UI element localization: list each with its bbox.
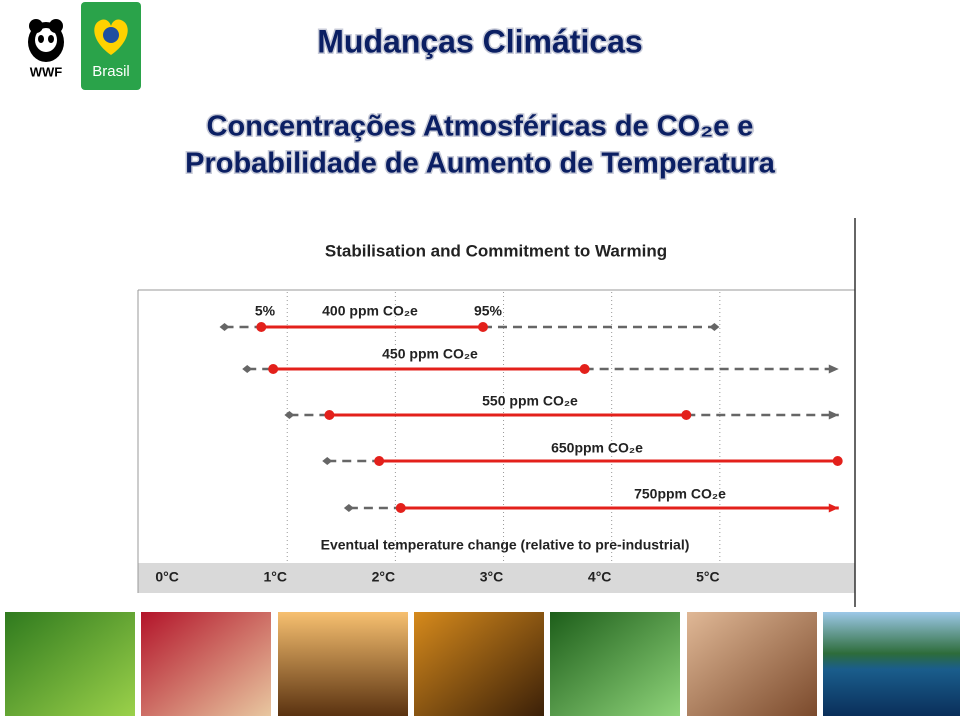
high-label: 95%: [474, 303, 503, 319]
range-end: [324, 410, 335, 420]
slide-title: Mudanças Climáticas: [317, 23, 642, 59]
range-end: [268, 364, 279, 374]
series-label: 750ppm CO₂e: [634, 486, 726, 502]
photo: [141, 612, 271, 716]
photo: [414, 612, 544, 716]
plot: 0°C 1°C 2°C 3°C 4°C 5°C 400 ppm CO₂e 450 ppm CO…: [155, 292, 843, 585]
low-label: 5%: [255, 303, 276, 319]
brasil-logo: Brasil: [81, 2, 141, 90]
subtitle: Concentrações Atmosféricas de CO₂e e: [207, 111, 754, 143]
range-end: [395, 503, 406, 513]
range-end: [832, 456, 843, 466]
arrow-head: [828, 364, 839, 374]
arrow-head: [828, 410, 839, 420]
extent-marker: [343, 504, 354, 512]
series-label: 400 ppm CO₂e: [322, 303, 418, 319]
photo: [550, 612, 680, 716]
photo: [823, 612, 960, 716]
photo-strip: [5, 612, 960, 716]
x-tick-label: 3°C: [480, 569, 504, 585]
range-end: [374, 456, 385, 466]
x-axis-label: Eventual temperature change (relative to…: [321, 537, 690, 553]
series-label: 550 ppm CO₂e: [482, 393, 578, 409]
extent-marker: [322, 457, 333, 465]
x-tick-label: 4°C: [588, 569, 612, 585]
extent-marker: [284, 411, 295, 419]
x-tick-label: 5°C: [696, 569, 720, 585]
photo: [5, 612, 135, 716]
photo: [687, 612, 817, 716]
range-end: [579, 364, 590, 374]
x-tick-label: 2°C: [372, 569, 396, 585]
extent-marker: [242, 365, 253, 373]
photo: [278, 612, 408, 716]
series-label: 450 ppm CO₂e: [382, 346, 478, 362]
subtitle: Probabilidade de Aumento de Temperatura: [185, 148, 776, 180]
wwf-logo: WWF: [28, 19, 64, 79]
series-label: 650ppm CO₂e: [551, 440, 643, 456]
extent-marker: [219, 323, 230, 331]
arrow-head: [828, 503, 839, 513]
range-end: [477, 322, 488, 332]
chart-title: Stabilisation and Commitment to Warming: [325, 241, 667, 260]
range-end: [256, 322, 267, 332]
x-tick-label: 0°C: [155, 569, 179, 585]
range-end: [681, 410, 692, 420]
country: Brasil: [92, 63, 130, 80]
x-tick-label: 1°C: [263, 569, 287, 585]
brand: WWF: [30, 64, 63, 79]
extent-marker: [709, 323, 720, 331]
axis-band: [138, 563, 855, 593]
